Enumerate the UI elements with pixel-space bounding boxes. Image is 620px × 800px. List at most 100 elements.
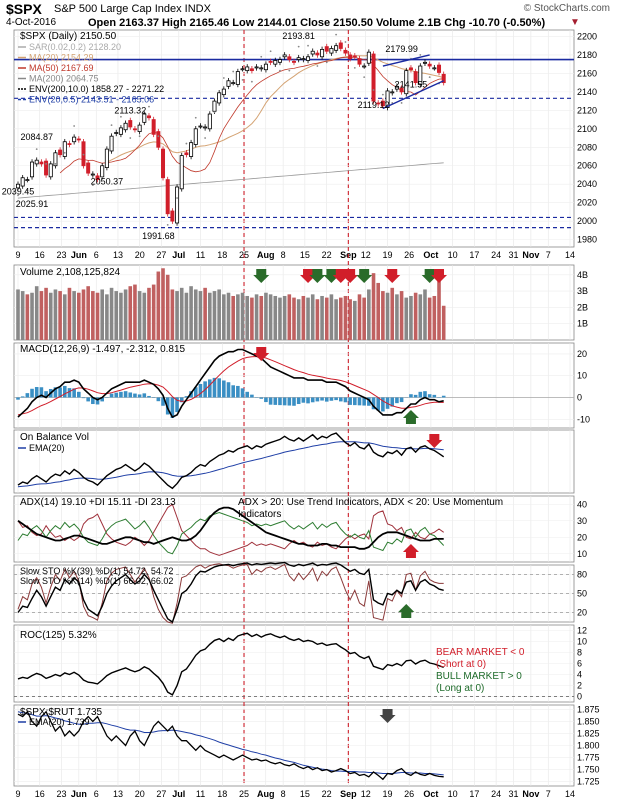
- sar-dot: [91, 184, 94, 187]
- volume-bar: [287, 294, 292, 340]
- candle-body: [334, 45, 339, 51]
- candle-body: [142, 113, 147, 123]
- x-tick-label-top: 18: [217, 250, 227, 260]
- macd-hist-bar: [264, 397, 268, 403]
- obv-title: On Balance Vol: [20, 432, 89, 443]
- x-tick-label-top: 6: [94, 250, 99, 260]
- volume-bar: [334, 299, 338, 340]
- signal-arrow-down: [342, 269, 359, 283]
- macd-hist-bar: [165, 397, 170, 415]
- sar-dot: [213, 111, 216, 114]
- volume-bar: [250, 297, 254, 340]
- sar-dot: [157, 135, 160, 138]
- candle-body: [34, 159, 39, 165]
- signal-arrow-down: [426, 434, 443, 448]
- macd-hist-bar: [399, 397, 404, 403]
- sar-dot: [73, 125, 76, 127]
- candle-body: [371, 53, 376, 102]
- volume-bar: [91, 291, 95, 340]
- y-tick-label: 1.775: [577, 753, 600, 763]
- signal-arrow-down: [300, 269, 317, 283]
- volume-bar: [367, 289, 371, 340]
- volume-bar: [133, 284, 137, 340]
- x-tick-label-top: 8: [281, 250, 286, 260]
- macd-hist-bar: [184, 396, 189, 398]
- volume-bar: [25, 294, 30, 340]
- x-tick-label-bottom: 19: [382, 789, 392, 799]
- macd-title: MACD(12,26,9) -1.497, -2.312, 0.815: [20, 344, 186, 355]
- candle-body: [320, 48, 325, 58]
- x-tick-label-bottom: 24: [491, 789, 501, 799]
- macd-hist-bar: [119, 391, 123, 398]
- volume-bar: [193, 289, 198, 340]
- volume-bar: [357, 294, 362, 340]
- ma200-line: [17, 162, 444, 199]
- volume-bar: [114, 291, 119, 340]
- legend-label: ENV(200,10.0) 1858.27 - 2271.22: [29, 84, 164, 94]
- y-tick-label: 2120: [577, 105, 597, 115]
- volume-bar: [371, 273, 376, 340]
- macd-hist-bar: [236, 385, 240, 398]
- x-tick-label-top: 7: [546, 250, 551, 260]
- sar-dot: [241, 78, 244, 81]
- signal-arrow-down: [356, 269, 373, 283]
- volume-bar: [184, 292, 189, 340]
- y-tick-label: 12: [577, 626, 587, 636]
- candle-body: [39, 161, 44, 165]
- sar-dot: [54, 162, 57, 165]
- candle-body: [137, 124, 142, 132]
- x-tick-label-top: 23: [56, 250, 66, 260]
- volume-bar: [320, 295, 324, 340]
- sar-dot: [316, 65, 319, 67]
- sar-dot: [325, 61, 328, 64]
- y-tick-label: 2180: [577, 50, 597, 60]
- sto39-line: [17, 561, 444, 624]
- macd-hist-bar: [207, 379, 212, 398]
- y-tick-label: 2080: [577, 142, 597, 152]
- y-tick-label: 30: [577, 516, 587, 526]
- candle-body: [53, 152, 58, 167]
- adx-note-1: ADX > 20: Use Trend Indicators, ADX < 20…: [238, 497, 503, 508]
- y-tick-label: 4B: [577, 270, 588, 280]
- candle-body: [114, 132, 119, 134]
- sar-dot: [194, 116, 197, 119]
- volume-bar: [105, 294, 109, 340]
- sar-dot: [35, 148, 38, 151]
- volume-bar: [231, 295, 235, 340]
- candle-body: [203, 126, 208, 129]
- y-tick-label: 1980: [577, 235, 597, 245]
- candle-body: [338, 42, 343, 49]
- candle-body: [310, 50, 315, 55]
- candle-body: [394, 85, 399, 90]
- x-tick-label-bottom: Aug: [257, 789, 275, 799]
- volume-bar: [226, 292, 231, 340]
- sar-dot: [269, 50, 272, 53]
- volume-bar: [404, 297, 409, 340]
- volume-bar: [343, 295, 348, 340]
- x-tick-label-bottom: 27: [156, 789, 166, 799]
- volume-bar: [151, 284, 156, 340]
- volume-bar: [423, 289, 427, 340]
- x-tick-label-top: Jun: [71, 250, 87, 260]
- candle-body: [235, 71, 240, 85]
- signal-arrow-down: [253, 269, 270, 283]
- volume-bar: [413, 292, 418, 340]
- volume-bar: [385, 292, 390, 340]
- macd-hist-bar: [222, 380, 226, 398]
- sar-dot: [297, 45, 300, 48]
- y-tick-label: 3B: [577, 286, 588, 296]
- signal-arrow-down: [384, 269, 401, 283]
- volume-bar: [53, 289, 58, 340]
- signal-arrow-down: [431, 269, 448, 283]
- macd-hist-bar: [390, 397, 395, 407]
- macd-hist-bar: [179, 397, 184, 403]
- volume-bar: [34, 286, 39, 340]
- volume-bar: [212, 291, 217, 340]
- macd-hist-bar: [109, 393, 114, 398]
- volume-bar: [362, 297, 366, 340]
- volume-bar: [198, 291, 203, 340]
- candle-body: [118, 127, 123, 135]
- candle-body: [296, 57, 301, 60]
- candle-body: [100, 165, 105, 178]
- y-tick-label: 2B: [577, 302, 588, 312]
